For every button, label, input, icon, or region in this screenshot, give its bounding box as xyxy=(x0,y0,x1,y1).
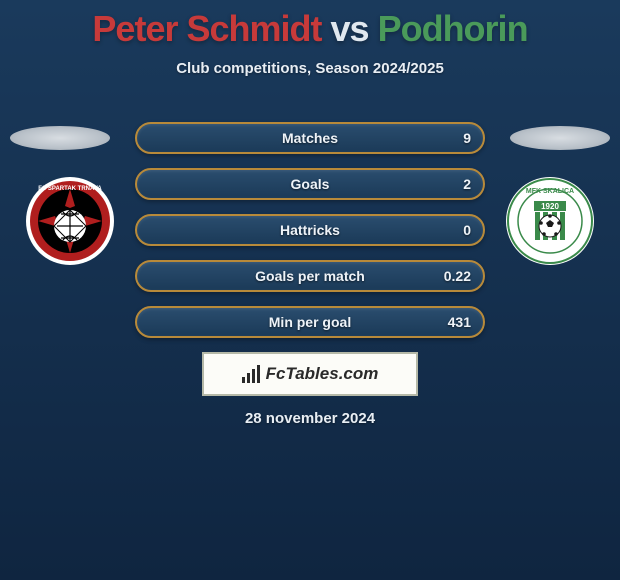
date-text: 28 november 2024 xyxy=(0,410,620,427)
team1-logo: FC SPARTAK TRNAVA xyxy=(25,176,115,266)
stat-label: Goals xyxy=(291,176,330,192)
stat-row-goals: Goals 2 xyxy=(135,168,485,200)
stats-container: Matches 9 Goals 2 Hattricks 0 Goals per … xyxy=(135,122,485,352)
subtitle: Club competitions, Season 2024/2025 xyxy=(0,60,620,77)
comparison-title: Peter Schmidt vs Podhorin xyxy=(0,0,620,50)
player2-platform xyxy=(510,126,610,150)
vs-text: vs xyxy=(331,8,369,49)
stat-row-min-per-goal: Min per goal 431 xyxy=(135,306,485,338)
player1-name: Peter Schmidt xyxy=(92,8,321,49)
brand-watermark: FcTables.com xyxy=(202,352,418,396)
svg-text:FC SPARTAK TRNAVA: FC SPARTAK TRNAVA xyxy=(38,186,102,192)
stat-right-value: 431 xyxy=(448,314,471,330)
stat-row-hattricks: Hattricks 0 xyxy=(135,214,485,246)
stat-row-goals-per-match: Goals per match 0.22 xyxy=(135,260,485,292)
stat-label: Hattricks xyxy=(280,222,340,238)
stat-label: Goals per match xyxy=(255,268,365,284)
stat-label: Min per goal xyxy=(269,314,351,330)
player2-name: Podhorin xyxy=(378,8,528,49)
stat-label: Matches xyxy=(282,130,338,146)
stat-row-matches: Matches 9 xyxy=(135,122,485,154)
bar-chart-icon xyxy=(242,365,260,383)
svg-text:1920: 1920 xyxy=(541,202,559,211)
stat-right-value: 2 xyxy=(463,176,471,192)
mfk-skalica-crest-icon: MFK SKALICA 1920 xyxy=(505,176,595,266)
stat-right-value: 0 xyxy=(463,222,471,238)
stat-right-value: 9 xyxy=(463,130,471,146)
spartak-trnava-crest-icon: FC SPARTAK TRNAVA xyxy=(25,176,115,266)
brand-text: FcTables.com xyxy=(266,364,379,384)
player1-platform xyxy=(10,126,110,150)
svg-text:MFK SKALICA: MFK SKALICA xyxy=(526,188,574,195)
team2-logo: MFK SKALICA 1920 xyxy=(505,176,595,266)
stat-right-value: 0.22 xyxy=(444,268,471,284)
